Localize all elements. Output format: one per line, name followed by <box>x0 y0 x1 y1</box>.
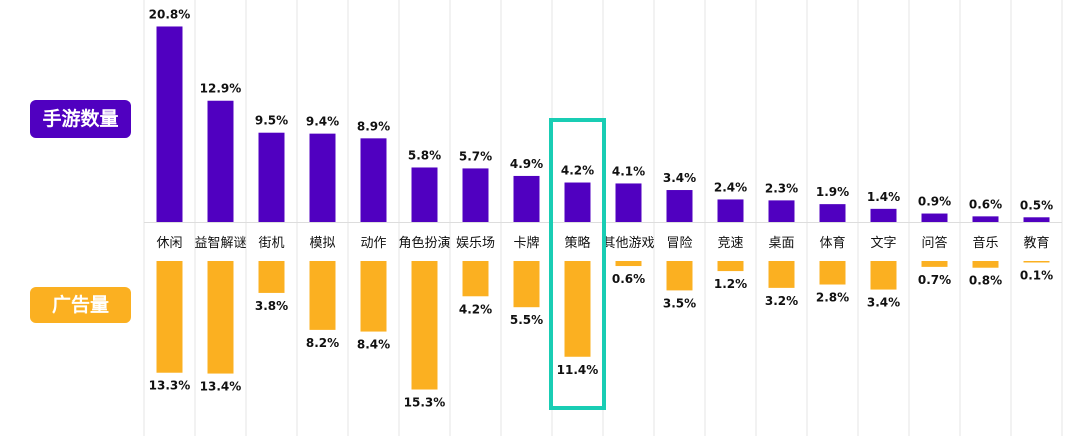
category-label: 体育 <box>819 235 845 251</box>
top-bar <box>207 100 234 222</box>
top-bar-label: 0.6% <box>969 197 1002 211</box>
category-label: 文字 <box>870 236 896 251</box>
category-label: 街机 <box>258 236 284 251</box>
category-label: 音乐 <box>972 235 998 251</box>
bottom-bar <box>819 261 846 285</box>
top-bar <box>1023 217 1050 222</box>
bottom-bar <box>513 261 540 308</box>
bottom-bar <box>564 261 591 357</box>
top-bar <box>564 182 591 222</box>
top-bar-label: 1.9% <box>816 185 849 199</box>
top-bar-label: 9.5% <box>255 114 288 128</box>
top-bar-label: 5.7% <box>459 149 492 163</box>
bottom-bar <box>411 261 438 390</box>
legend-top-label: 手游数量 <box>30 100 131 138</box>
top-bar <box>921 213 948 222</box>
bottom-bar-label: 11.4% <box>557 363 599 377</box>
category-label: 策略 <box>564 235 590 251</box>
category-label: 角色扮演 <box>398 235 450 251</box>
bottom-bar <box>921 261 948 267</box>
bottom-bar <box>258 261 285 293</box>
bottom-bar <box>309 261 336 330</box>
top-bar-label: 9.4% <box>306 115 339 129</box>
bottom-bar-label: 3.8% <box>255 299 288 313</box>
category-label: 竞速 <box>717 235 743 251</box>
top-bar <box>870 208 897 222</box>
highlight-box <box>549 118 606 410</box>
category-label: 教育 <box>1023 235 1049 251</box>
top-bar-label: 8.9% <box>357 119 390 133</box>
bottom-bar-label: 2.8% <box>816 291 849 305</box>
top-bar-label: 1.4% <box>867 190 900 204</box>
bottom-bar <box>972 261 999 268</box>
bottom-bar <box>768 261 795 288</box>
bottom-bar-label: 4.2% <box>459 302 492 316</box>
category-label: 桌面 <box>768 236 794 251</box>
bottom-bar <box>615 261 642 267</box>
category-label: 动作 <box>360 236 386 251</box>
bottom-bar-label: 0.1% <box>1020 269 1053 283</box>
bottom-bar-label: 3.2% <box>765 294 798 308</box>
bottom-bar <box>207 261 234 374</box>
top-bar-label: 12.9% <box>200 82 242 96</box>
top-bar <box>309 133 336 222</box>
bottom-bar-label: 8.4% <box>357 338 390 352</box>
bottom-bar-label: 3.4% <box>867 296 900 310</box>
top-bar <box>411 167 438 222</box>
bottom-bar <box>462 261 489 297</box>
top-bar <box>717 199 744 222</box>
bottom-bar-label: 0.7% <box>918 273 951 287</box>
top-bar-label: 0.9% <box>918 195 951 209</box>
bottom-bar-label: 13.3% <box>149 379 191 393</box>
category-label: 其他游戏 <box>602 236 654 251</box>
top-bar <box>462 168 489 222</box>
top-bar <box>819 204 846 222</box>
top-bar <box>258 132 285 222</box>
bottom-bar <box>717 261 744 272</box>
top-bar-label: 4.9% <box>510 157 543 171</box>
top-bar <box>666 190 693 222</box>
bottom-bar-label: 8.2% <box>306 336 339 350</box>
bottom-bar <box>156 261 183 373</box>
bottom-bar-label: 5.5% <box>510 313 543 327</box>
category-label: 模拟 <box>309 236 335 251</box>
top-bar <box>156 26 183 223</box>
bottom-bar-label: 15.3% <box>404 396 446 410</box>
bottom-bar <box>666 261 693 291</box>
bottom-bar-label: 3.5% <box>663 296 696 310</box>
top-bar <box>360 138 387 222</box>
top-bar-label: 20.8% <box>149 7 191 21</box>
category-label: 问答 <box>921 235 947 251</box>
legend-bottom-label: 广告量 <box>30 287 131 323</box>
top-bar-label: 4.2% <box>561 164 594 178</box>
top-bar <box>972 216 999 222</box>
top-bar-label: 2.4% <box>714 180 747 194</box>
top-bar-label: 0.5% <box>1020 198 1053 212</box>
category-label: 冒险 <box>666 236 692 251</box>
bottom-bar <box>870 261 897 290</box>
top-bar <box>615 183 642 222</box>
top-bar-label: 4.1% <box>612 164 645 178</box>
bottom-bar-label: 13.4% <box>200 380 242 394</box>
category-label: 益智解谜 <box>194 236 246 251</box>
top-bar-label: 5.8% <box>408 148 441 162</box>
bottom-bar-label: 1.2% <box>714 277 747 291</box>
bottom-bar-label: 0.6% <box>612 272 645 286</box>
bottom-bar-label: 0.8% <box>969 274 1002 288</box>
top-bar-label: 2.3% <box>765 181 798 195</box>
bottom-bar <box>1023 261 1050 263</box>
category-label: 休闲 <box>156 236 182 251</box>
category-label: 卡牌 <box>513 235 539 251</box>
top-bar <box>768 200 795 222</box>
bottom-bar <box>360 261 387 332</box>
top-bar-label: 3.4% <box>663 171 696 185</box>
category-label: 娱乐场 <box>456 236 495 251</box>
top-bar <box>513 175 540 222</box>
